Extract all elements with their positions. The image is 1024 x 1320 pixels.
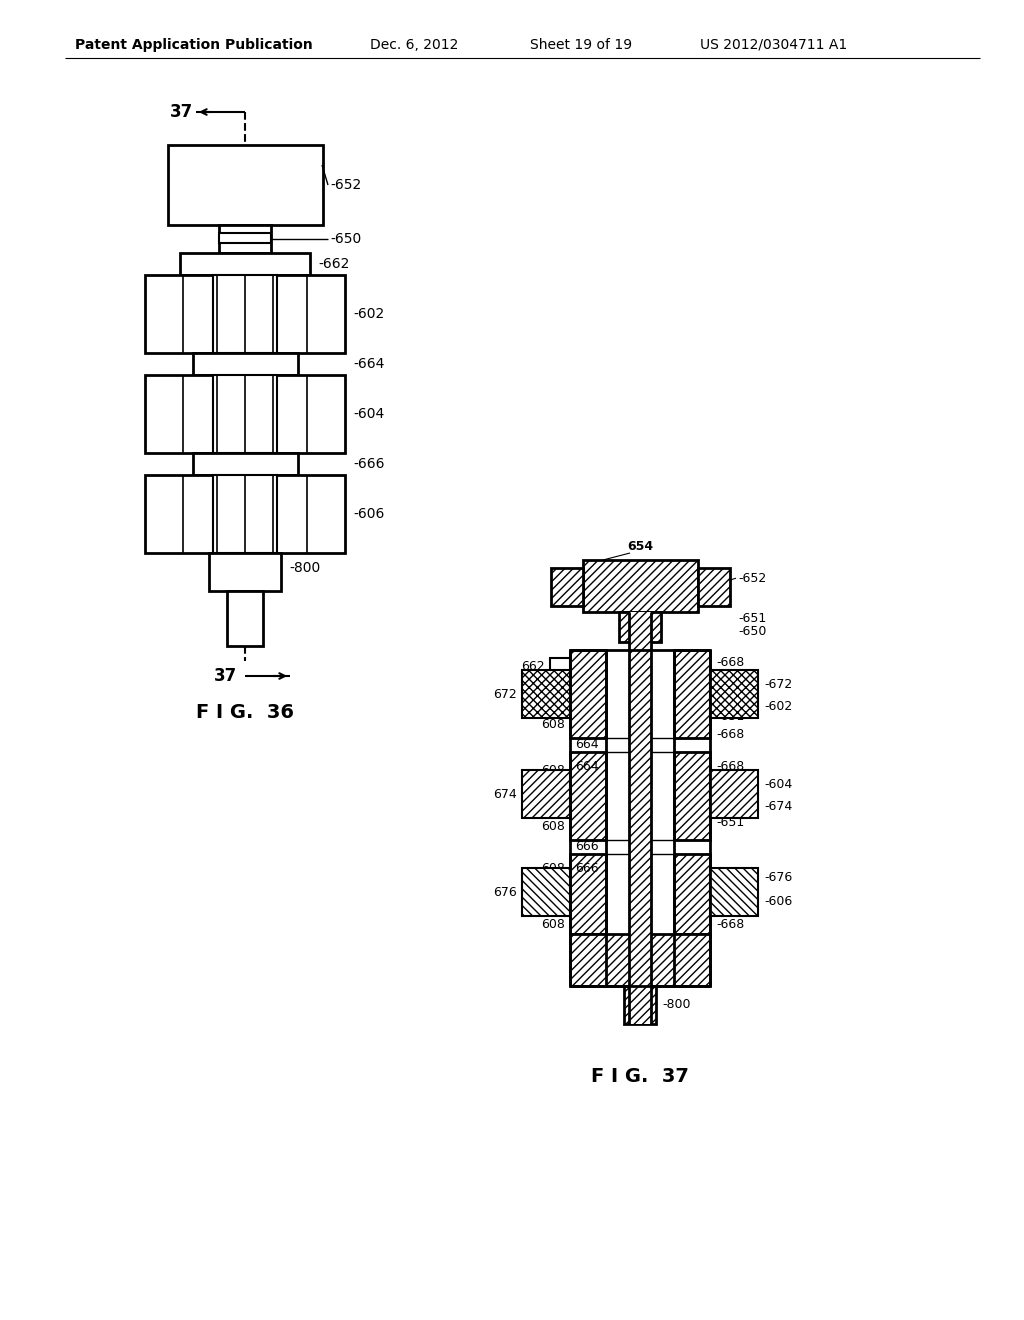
Text: 662: 662 (521, 660, 545, 673)
Text: -668: -668 (716, 759, 744, 772)
Text: -651: -651 (716, 887, 744, 900)
Text: -676: -676 (764, 871, 793, 884)
Text: -651: -651 (716, 710, 744, 722)
Bar (522, 869, 570, 916)
Bar (710, 770, 758, 818)
Bar (213, 375, 278, 453)
Text: -800: -800 (662, 998, 690, 1011)
Text: -602: -602 (764, 700, 793, 713)
Bar (522, 770, 570, 818)
Text: 654: 654 (627, 540, 653, 553)
Bar (145, 375, 345, 453)
Bar (213, 275, 278, 352)
Text: -668: -668 (716, 917, 744, 931)
Text: Dec. 6, 2012: Dec. 6, 2012 (370, 38, 459, 51)
Bar (583, 560, 698, 612)
Text: -674: -674 (764, 800, 793, 813)
Bar (145, 275, 345, 352)
Text: -800: -800 (289, 561, 321, 576)
Text: -668: -668 (716, 656, 744, 668)
Text: -606: -606 (764, 895, 793, 908)
Bar (618, 612, 662, 642)
Text: -672: -672 (764, 678, 793, 690)
Bar (570, 854, 606, 935)
Bar (629, 612, 651, 1024)
Text: -604: -604 (764, 777, 793, 791)
Text: 676: 676 (494, 886, 517, 899)
Bar (674, 752, 710, 840)
Text: 37: 37 (170, 103, 193, 121)
Text: -662: -662 (318, 257, 349, 271)
Text: -652: -652 (738, 572, 766, 585)
Text: 672: 672 (494, 688, 517, 701)
Text: -604: -604 (353, 407, 384, 421)
Bar (570, 752, 606, 840)
Text: 608: 608 (541, 862, 565, 874)
Bar (180, 253, 310, 275)
Text: F I G.  36: F I G. 36 (196, 704, 294, 722)
Bar (674, 649, 710, 738)
Text: -650: -650 (330, 232, 361, 246)
Text: 666: 666 (575, 862, 599, 875)
Bar (710, 671, 758, 718)
Text: 608: 608 (541, 917, 565, 931)
Bar (551, 568, 583, 606)
Text: 674: 674 (494, 788, 517, 800)
Bar (522, 671, 570, 718)
Text: -602: -602 (353, 308, 384, 321)
Bar (698, 568, 730, 606)
Bar (227, 591, 263, 645)
Text: 608: 608 (541, 820, 565, 833)
Text: -651: -651 (738, 611, 766, 624)
Text: US 2012/0304711 A1: US 2012/0304711 A1 (700, 38, 847, 51)
Text: 608: 608 (541, 763, 565, 776)
Text: 664: 664 (575, 760, 599, 774)
Text: -664: -664 (353, 356, 384, 371)
Bar (193, 453, 298, 475)
Text: 37: 37 (214, 667, 237, 685)
Bar (168, 145, 323, 224)
Bar (213, 475, 278, 553)
Bar (624, 986, 656, 1024)
Bar (550, 657, 570, 676)
Bar (219, 234, 271, 243)
Text: Sheet 19 of 19: Sheet 19 of 19 (530, 38, 632, 51)
Text: Patent Application Publication: Patent Application Publication (75, 38, 312, 51)
Text: -651: -651 (716, 816, 744, 829)
Bar (710, 869, 758, 916)
Text: 608: 608 (541, 718, 565, 730)
Text: -666: -666 (353, 457, 384, 471)
Bar (570, 649, 606, 738)
Text: F I G.  37: F I G. 37 (591, 1067, 689, 1085)
Text: -606: -606 (353, 507, 384, 521)
Bar (209, 553, 281, 591)
Bar (674, 854, 710, 935)
Text: 666: 666 (575, 840, 599, 853)
Bar (570, 935, 710, 986)
Text: 664: 664 (575, 738, 599, 751)
Bar (145, 475, 345, 553)
Text: -650: -650 (738, 624, 766, 638)
Text: -668: -668 (716, 727, 744, 741)
Bar (219, 224, 271, 253)
Text: -652: -652 (330, 178, 361, 191)
Bar (193, 352, 298, 375)
